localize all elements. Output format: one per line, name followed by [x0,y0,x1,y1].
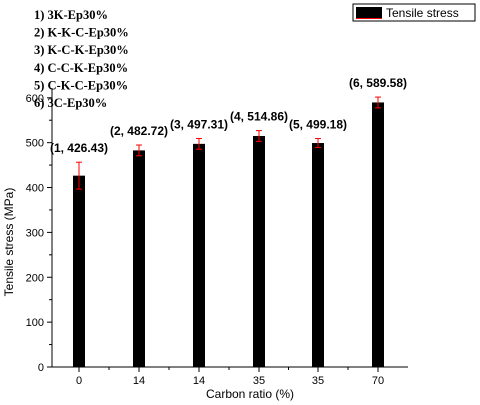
y-axis-title: Tensile stress (MPa) [2,188,16,297]
legend: Tensile stress [352,3,476,22]
x-tick-label: 14 [133,375,145,387]
specimen-annotation-list: 1) 3K-Ep30% 2) K-K-C-Ep30% 3) K-C-K-Ep30% 4… [34,8,129,110]
data-label: (4, 514.86) [230,110,288,124]
x-tick-label: 35 [253,375,265,387]
y-tick-label: 500 [26,138,44,150]
data-label: (5, 499.18) [289,118,347,132]
bar [133,150,145,367]
y-tick-label: 0 [38,362,44,374]
data-label: (1, 426.43) [50,141,108,155]
bar [253,135,265,367]
specimen-annotation: 5) C-K-C-Ep30% [34,78,128,92]
data-label: (6, 589.58) [349,76,407,90]
legend-label: Tensile stress [386,6,459,20]
bar [73,175,85,367]
x-axis-title: Carbon ratio (%) [206,387,294,401]
specimen-annotation: 3) K-C-K-Ep30% [34,43,129,57]
specimen-annotation: 2) K-K-C-Ep30% [34,26,129,40]
specimen-annotation: 6) 3C-Ep30% [34,96,107,110]
y-tick-label: 100 [26,317,44,329]
data-label: (2, 482.72) [110,124,168,138]
data-label: (3, 497.31) [170,117,228,131]
x-tick-label: 14 [193,375,205,387]
specimen-annotation: 4) C-C-K-Ep30% [34,61,128,75]
specimen-annotation: 1) 3K-Ep30% [34,8,108,22]
legend-box [352,3,476,22]
data-labels: (1, 426.43)(2, 482.72) (3, 497.31)(4, 514… [50,76,407,155]
y-axis-ticks: 0 100 200 300 400 500 600 [26,93,52,374]
x-tick-label: 35 [312,375,324,387]
legend-swatch [356,7,382,18]
axes [51,88,408,368]
bar [372,102,384,368]
bar [193,143,205,367]
bars [73,102,384,368]
x-axis-ticks: 0 14 14 35 35 70 [76,367,384,387]
y-tick-label: 600 [26,93,44,105]
y-tick-label: 400 [26,183,44,195]
x-tick-label: 70 [372,375,384,387]
y-tick-label: 300 [26,227,44,239]
error-bars [76,96,381,190]
x-tick-label: 0 [76,375,82,387]
bar [312,143,324,367]
y-tick-label: 200 [26,272,44,284]
